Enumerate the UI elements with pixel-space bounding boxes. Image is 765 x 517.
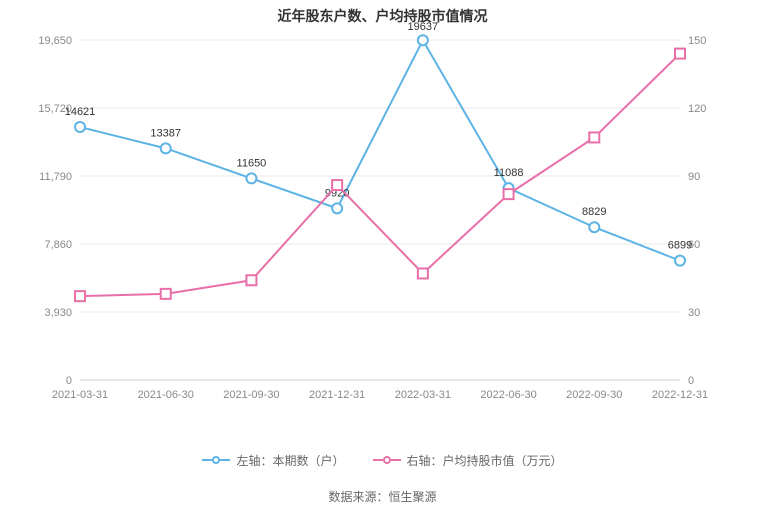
legend-item[interactable]: 左轴：本期数（户） xyxy=(202,452,344,469)
chart-legend: 左轴：本期数（户） 右轴：户均持股市值（万元） xyxy=(0,450,765,469)
svg-text:13387: 13387 xyxy=(150,127,181,139)
svg-text:7,860: 7,860 xyxy=(44,239,72,251)
source-prefix: 数据来源： xyxy=(328,490,388,504)
svg-text:8829: 8829 xyxy=(582,206,606,218)
legend-marker-icon xyxy=(373,456,401,464)
chart-container: 近年股东户数、户均持股市值情况 03,9307,86011,79015,7201… xyxy=(0,0,765,517)
svg-text:150: 150 xyxy=(688,35,706,47)
svg-text:2021-06-30: 2021-06-30 xyxy=(138,389,194,401)
svg-text:11650: 11650 xyxy=(237,157,267,169)
legend-label: 左轴：本期数（户） xyxy=(236,452,344,469)
legend-label: 右轴：户均持股市值（万元） xyxy=(407,452,563,469)
svg-text:19637: 19637 xyxy=(408,21,439,33)
svg-text:2022-03-31: 2022-03-31 xyxy=(395,389,451,401)
svg-text:2022-09-30: 2022-09-30 xyxy=(566,389,622,401)
legend-item[interactable]: 右轴：户均持股市值（万元） xyxy=(373,452,563,469)
svg-text:90: 90 xyxy=(688,171,700,183)
svg-text:11088: 11088 xyxy=(494,167,524,179)
svg-text:6899: 6899 xyxy=(668,240,692,252)
svg-text:19,650: 19,650 xyxy=(38,35,72,47)
svg-text:0: 0 xyxy=(66,375,72,387)
svg-text:14621: 14621 xyxy=(65,106,96,118)
svg-text:2022-12-31: 2022-12-31 xyxy=(652,389,708,401)
svg-text:30: 30 xyxy=(688,307,700,319)
svg-text:2022-06-30: 2022-06-30 xyxy=(480,389,536,401)
svg-text:0: 0 xyxy=(688,375,694,387)
legend-marker-icon xyxy=(202,456,230,464)
chart-source: 数据来源：恒生聚源 xyxy=(0,488,765,505)
chart-svg: 03,9307,86011,79015,72019,65003060901201… xyxy=(0,0,765,430)
source-text: 恒生聚源 xyxy=(389,490,437,504)
svg-text:11,790: 11,790 xyxy=(39,171,72,183)
svg-text:2021-03-31: 2021-03-31 xyxy=(52,389,108,401)
svg-text:120: 120 xyxy=(688,103,706,115)
svg-text:2021-12-31: 2021-12-31 xyxy=(309,389,365,401)
svg-text:2021-09-30: 2021-09-30 xyxy=(223,389,279,401)
svg-text:3,930: 3,930 xyxy=(44,307,72,319)
